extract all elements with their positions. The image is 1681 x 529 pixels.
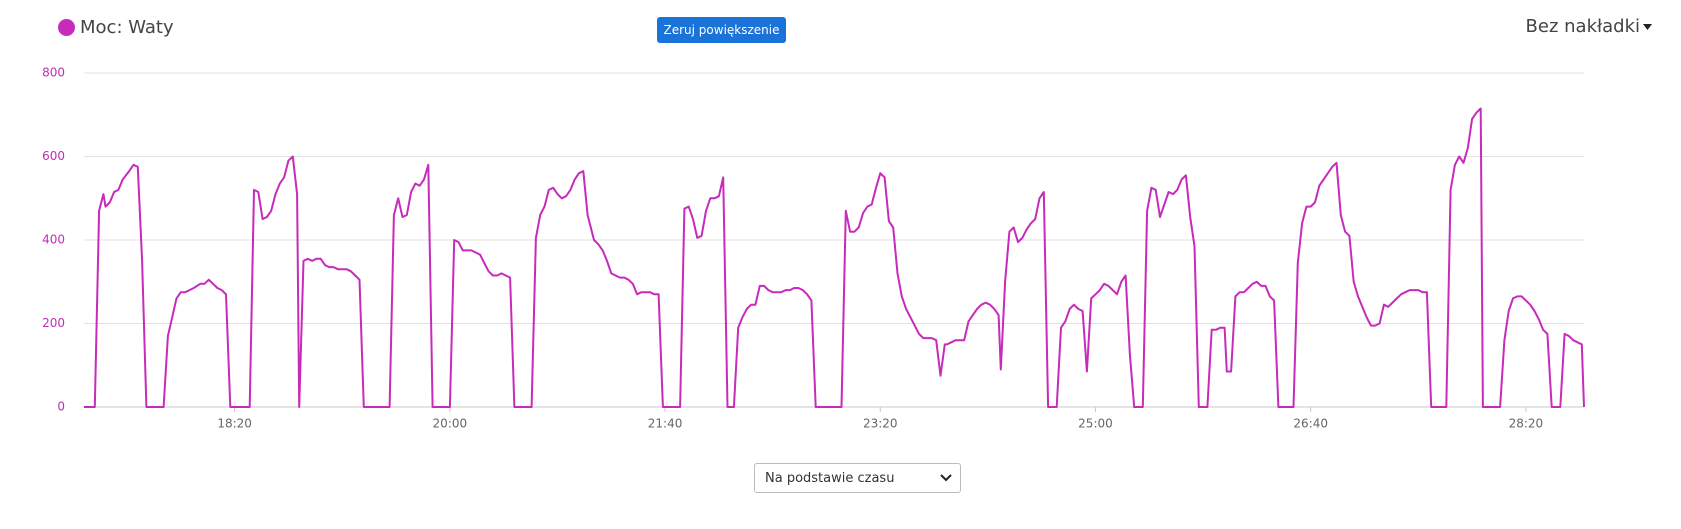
reset-zoom-button[interactable]: Zeruj powiększenie: [657, 17, 786, 43]
x-tick-label: 18:20: [217, 417, 252, 431]
y-tick-label: 400: [42, 233, 65, 247]
overlay-dropdown[interactable]: Bez nakładki: [1526, 16, 1653, 37]
x-mode-select[interactable]: Na podstawie czasu: [754, 463, 961, 493]
y-tick-label: 200: [42, 316, 65, 330]
legend-marker: [58, 19, 75, 36]
overlay-label: Bez nakładki: [1525, 16, 1640, 37]
x-tick-label: 25:00: [1078, 417, 1113, 431]
x-tick-label: 21:40: [648, 417, 683, 431]
y-tick-label: 0: [57, 400, 65, 414]
power-line: [84, 107, 1585, 408]
button-label: Zeruj powiększenie: [663, 23, 780, 37]
legend-label: Moc: Waty: [80, 17, 174, 38]
select-label: Na podstawie czasu: [765, 470, 895, 486]
x-tick-label: 23:20: [863, 417, 898, 431]
x-tick-label: 26:40: [1293, 417, 1328, 431]
y-tick-label: 600: [42, 149, 65, 163]
select-chevron: [940, 474, 952, 482]
y-tick-label: 800: [42, 66, 65, 80]
x-tick-label: 28:20: [1509, 417, 1544, 431]
x-tick-label: 20:00: [433, 417, 468, 431]
legend-entry[interactable]: Moc: Waty: [58, 17, 174, 38]
dropdown-arrow: [1643, 23, 1652, 30]
